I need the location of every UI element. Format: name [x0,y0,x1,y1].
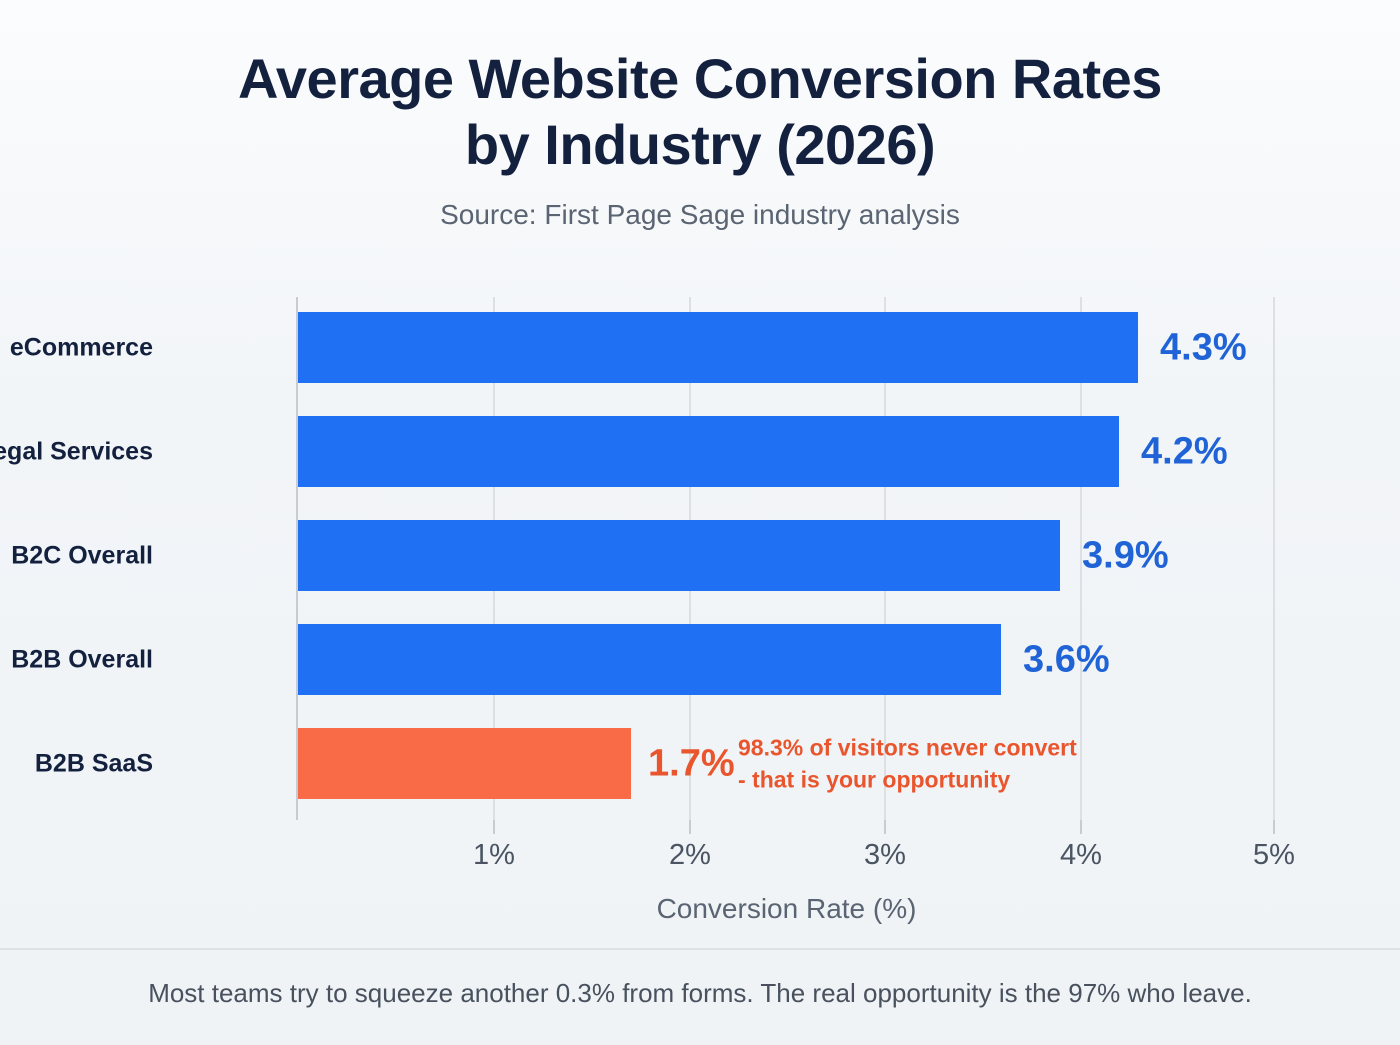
bar-value-label: 4.3% [1160,326,1247,368]
bar[interactable] [298,312,1138,383]
bar-value-label: 3.9% [1082,534,1169,576]
bar-value-label: 1.7% [648,742,735,784]
bar-row[interactable]: eCommerce 4.3% [10,312,1275,383]
chart-subtitle: Source: First Page Sage industry analysi… [440,199,960,231]
page-title: Average Website Conversion Rates by Indu… [0,46,1400,177]
bar-row[interactable]: Legal Services 4.2% [0,416,1275,487]
x-tick-mark [493,820,495,834]
bar[interactable] [298,520,1060,591]
bar-chart: eCommerce 4.3% Legal Services 4.2% B2C O… [0,297,1295,924]
bar-row[interactable]: B2C Overall 3.9% [11,520,1275,591]
x-axis-title: Conversion Rate (%) [656,893,917,924]
bar[interactable] [298,624,1001,695]
chart-title-line-1: Average Website Conversion Rates [238,47,1162,110]
category-label: B2B SaaS [34,749,153,777]
bar-value-label: 4.2% [1141,430,1228,472]
footer-note: Most teams try to squeeze another 0.3% f… [148,978,1252,1008]
category-label: B2B Overall [11,645,153,673]
x-tick-mark [884,820,886,834]
x-tick-mark [1080,820,1082,834]
category-label: eCommerce [9,333,153,361]
bar[interactable] [298,416,1119,487]
callout-line-2: - that is your opportunity [738,766,1011,793]
bar-row[interactable]: B2B SaaS 1.7% 98.3% of visitors never co… [35,728,1275,799]
gridline-5 [1273,297,1275,820]
x-tick-label: 2% [669,839,711,871]
bar-row[interactable]: B2B Overall 3.6% [11,624,1275,695]
category-label: B2C Overall [11,541,153,569]
chart-plot-area: eCommerce 4.3% Legal Services 4.2% B2C O… [0,297,1295,924]
y-axis-spine [296,297,298,820]
category-label: Legal Services [0,437,153,465]
callout-line-1: 98.3% of visitors never convert [738,733,1077,760]
bar-value-label: 3.6% [1023,638,1110,680]
x-tick-mark [689,820,691,834]
chart-header: Average Website Conversion Rates by Indu… [0,46,1400,231]
gridline-4 [1080,297,1082,820]
callout-annotation: 98.3% of visitors never convert - that i… [738,731,1077,796]
x-tick-label: 5% [1253,839,1295,871]
bar-highlighted[interactable] [298,728,631,799]
footer-divider [0,948,1400,950]
x-tick-label: 4% [1060,839,1102,871]
x-tick-label: 1% [473,839,515,871]
x-tick-mark [1273,820,1275,834]
chart-title-line-2: by Industry (2026) [464,112,936,176]
x-tick-label: 3% [864,839,906,871]
